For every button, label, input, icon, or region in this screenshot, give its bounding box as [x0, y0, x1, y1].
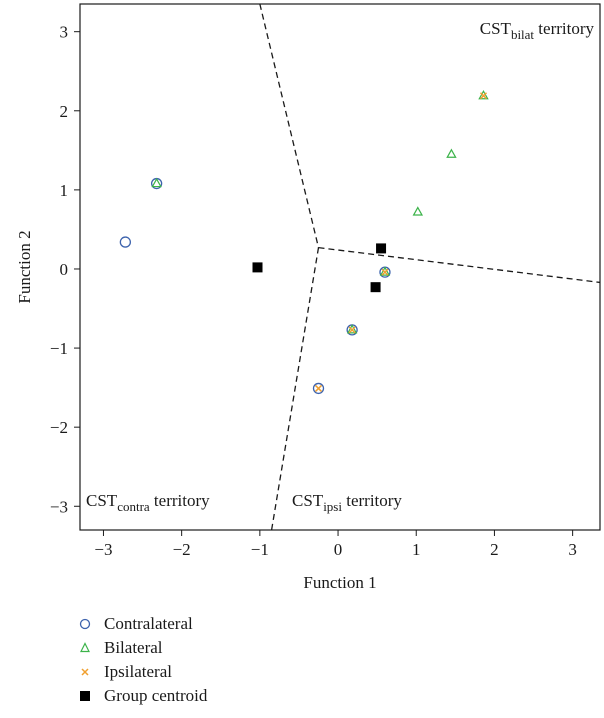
- data-point-ipsilateral: [348, 326, 356, 334]
- y-tick-label: 1: [60, 181, 69, 200]
- y-tick-label: −1: [50, 339, 68, 358]
- x-tick-label: 2: [490, 540, 499, 559]
- triangle-marker-icon: [78, 641, 92, 655]
- data-point-bilateral: [346, 324, 358, 334]
- legend-label: Contralateral: [104, 614, 193, 633]
- boundary-line: [270, 247, 320, 531]
- x-tick-label: 0: [334, 540, 343, 559]
- x-tick-label: 3: [568, 540, 577, 559]
- cross-marker-icon: [78, 665, 92, 679]
- data-point-group-centroid: [370, 282, 381, 293]
- data-point-bilateral: [446, 148, 457, 158]
- legend-item-group-centroid: Group centroid: [78, 684, 378, 708]
- x-axis-title: Function 1: [303, 573, 376, 592]
- x-tick-label: −3: [94, 540, 112, 559]
- data-point-ipsilateral: [479, 92, 488, 100]
- x-tick-label: −1: [251, 540, 269, 559]
- data-point-bilateral: [478, 90, 489, 100]
- x-tick-label: 1: [412, 540, 421, 559]
- y-tick-label: 2: [60, 102, 69, 121]
- legend-label: Ipsilateral: [104, 662, 172, 681]
- y-axis-title: Function 2: [15, 230, 34, 303]
- square-marker-icon: [78, 689, 92, 703]
- y-tick-label: 3: [60, 23, 69, 42]
- legend-item-contralateral: Contralateral: [78, 612, 378, 636]
- data-point-contralateral: [312, 382, 325, 395]
- y-tick-label: 0: [60, 260, 69, 279]
- y-tick-label: −3: [50, 497, 68, 516]
- legend-label: Bilateral: [104, 638, 163, 657]
- plot-frame: [79, 3, 601, 531]
- x-tick-label: −2: [173, 540, 191, 559]
- legend-item-ipsilateral: Ipsilateral: [78, 660, 378, 684]
- data-point-ipsilateral: [381, 268, 389, 276]
- legend-label: Group centroid: [104, 686, 208, 705]
- data-point-bilateral: [379, 266, 391, 276]
- legend-item-bilateral: Bilateral: [78, 636, 378, 660]
- data-point-ipsilateral: [314, 384, 323, 392]
- data-point-group-centroid: [252, 262, 263, 273]
- territory-label-bilat: CSTbilat territory: [480, 19, 595, 42]
- plot-layer: −3 −2 −1 0 1 2 3 −3 −2 −1 0 1 2 3 Function 1 Function 2…: [15, 3, 601, 592]
- boundary-line: [259, 3, 320, 248]
- data-point-bilateral: [151, 177, 162, 188]
- boundary-line: [318, 246, 601, 284]
- legend: Contralateral Bilateral Ipsilateral Grou…: [78, 612, 378, 708]
- territory-label-ipsi: CSTipsi territory: [292, 491, 402, 514]
- circle-marker-icon: [78, 617, 92, 631]
- territory-label-contra: CSTcontra territory: [86, 491, 210, 514]
- data-point-group-centroid: [376, 243, 387, 254]
- data-point-contralateral: [119, 236, 132, 248]
- y-tick-label: −2: [50, 418, 68, 437]
- data-point-bilateral: [412, 206, 424, 216]
